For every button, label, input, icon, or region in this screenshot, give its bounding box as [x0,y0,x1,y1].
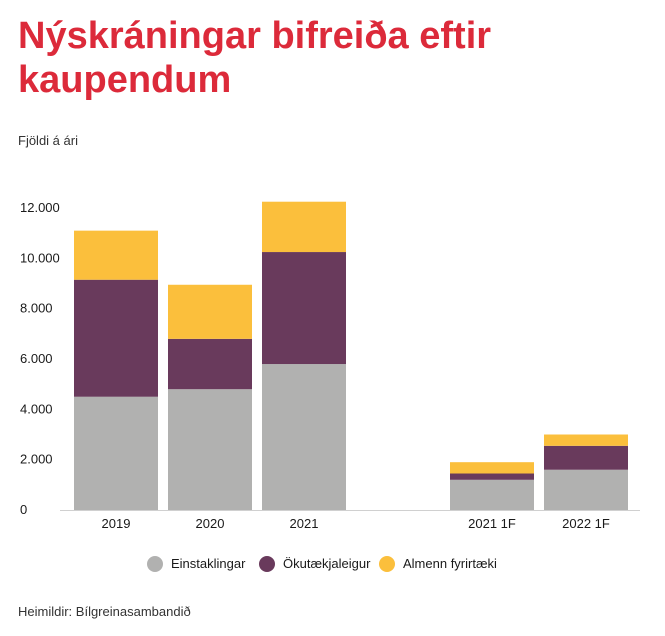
bar-segment [450,479,534,510]
bar-segment [450,462,534,474]
bar-segment [168,284,252,339]
x-axis-ticks: 2019 2020 2021 2021 1F 2022 1F [102,516,610,531]
y-tick-label: 12.000 [20,200,60,215]
x-tick-label: 2021 1F [468,516,516,531]
chart-subtitle: Fjöldi á ári [18,133,78,148]
x-tick-label: 2019 [102,516,131,531]
y-axis-ticks: 0 2.000 4.000 6.000 8.000 10.000 12.000 [20,200,60,517]
legend-swatch [147,556,163,572]
bar-segment [544,469,628,510]
source-note: Heimildir: Bílgreinasambandið [18,604,191,619]
legend-label: Almenn fyrirtæki [403,556,497,571]
x-tick-label: 2021 [290,516,319,531]
y-tick-label: 6.000 [20,351,53,366]
y-tick-label: 0 [20,502,27,517]
bar-segment [544,434,628,446]
chart-title: Nýskráningar bifreiða eftir kaupendum [18,15,492,101]
x-tick-label: 2022 1F [562,516,610,531]
y-tick-label: 8.000 [20,301,53,316]
bar-segment [262,364,346,510]
legend-swatch [259,556,275,572]
legend-swatch [379,556,395,572]
x-tick-label: 2020 [196,516,225,531]
legend-label: Einstaklingar [171,556,246,571]
legend: Einstaklingar Ökutækjaleigur Almenn fyrirt… [147,556,497,572]
y-tick-label: 10.000 [20,250,60,265]
bar-segment [450,473,534,480]
bar-segment [262,252,346,365]
bar-segment [544,445,628,470]
bar-segment [168,389,252,510]
bar-segment [262,201,346,253]
bar-series [74,201,628,510]
y-tick-label: 2.000 [20,452,53,467]
bar-segment [168,338,252,390]
legend-label: Ökutækjaleigur [283,556,371,571]
bar-segment [74,230,158,280]
bar-segment [74,396,158,510]
y-tick-label: 4.000 [20,401,53,416]
bar-segment [74,279,158,397]
